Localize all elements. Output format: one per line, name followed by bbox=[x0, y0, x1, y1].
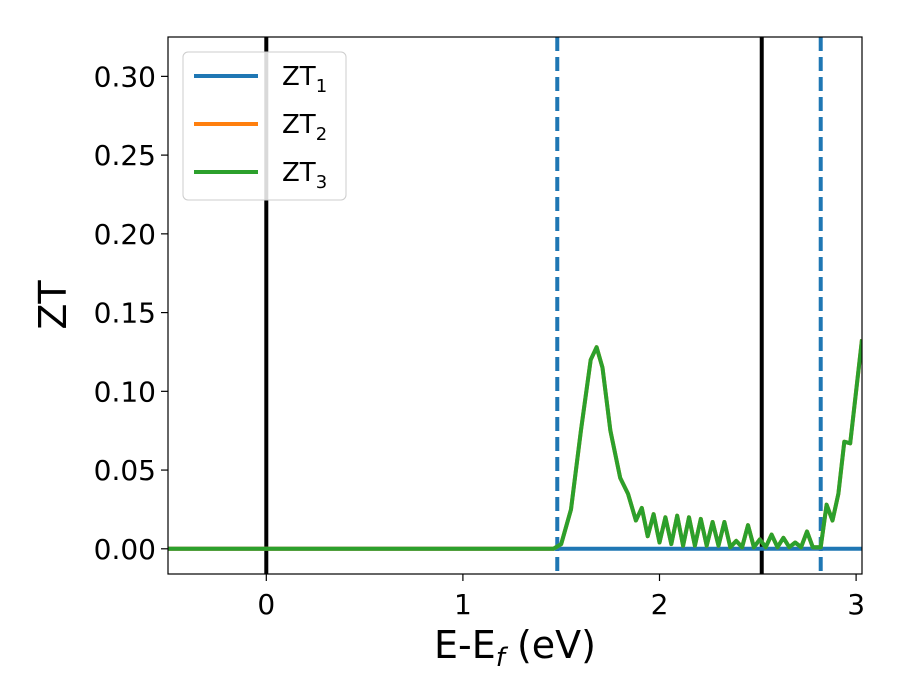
y-tick-label: 0.30 bbox=[94, 60, 156, 93]
legend-label-ZT3: ZT3 bbox=[282, 158, 327, 193]
y-tick-label: 0.10 bbox=[94, 375, 156, 408]
series-lines bbox=[168, 339, 862, 551]
x-tick-label: 0 bbox=[257, 588, 275, 621]
y-tick-label: 0.15 bbox=[94, 297, 156, 330]
series-line-ZT3 bbox=[168, 339, 862, 551]
series-line-ZT2 bbox=[168, 339, 862, 551]
y-tick-label: 0.05 bbox=[94, 454, 156, 487]
x-tick-label: 1 bbox=[454, 588, 472, 621]
y-axis-ticks: 0.00 0.05 0.10 0.15 0.20 0.25 0.30 bbox=[94, 60, 168, 566]
x-axis-label: E-Ef (eV) bbox=[434, 623, 596, 673]
x-tick-label: 2 bbox=[651, 588, 669, 621]
y-tick-label: 0.20 bbox=[94, 218, 156, 251]
legend-box bbox=[182, 51, 347, 201]
legend-label-ZT2: ZT2 bbox=[282, 110, 327, 145]
vertical-lines bbox=[264, 37, 823, 574]
plot-frame bbox=[167, 36, 863, 575]
x-tick-label: 3 bbox=[847, 588, 865, 621]
y-tick-label: 0.25 bbox=[94, 139, 156, 172]
legend-label-ZT1: ZT1 bbox=[282, 62, 327, 97]
legend: ZT1 ZT2 ZT3 bbox=[182, 51, 347, 201]
y-axis-label: ZT bbox=[31, 280, 75, 330]
y-tick-label: 0.00 bbox=[94, 533, 156, 566]
plot-area bbox=[168, 37, 862, 574]
x-axis-ticks: 0 1 2 3 bbox=[257, 574, 865, 621]
